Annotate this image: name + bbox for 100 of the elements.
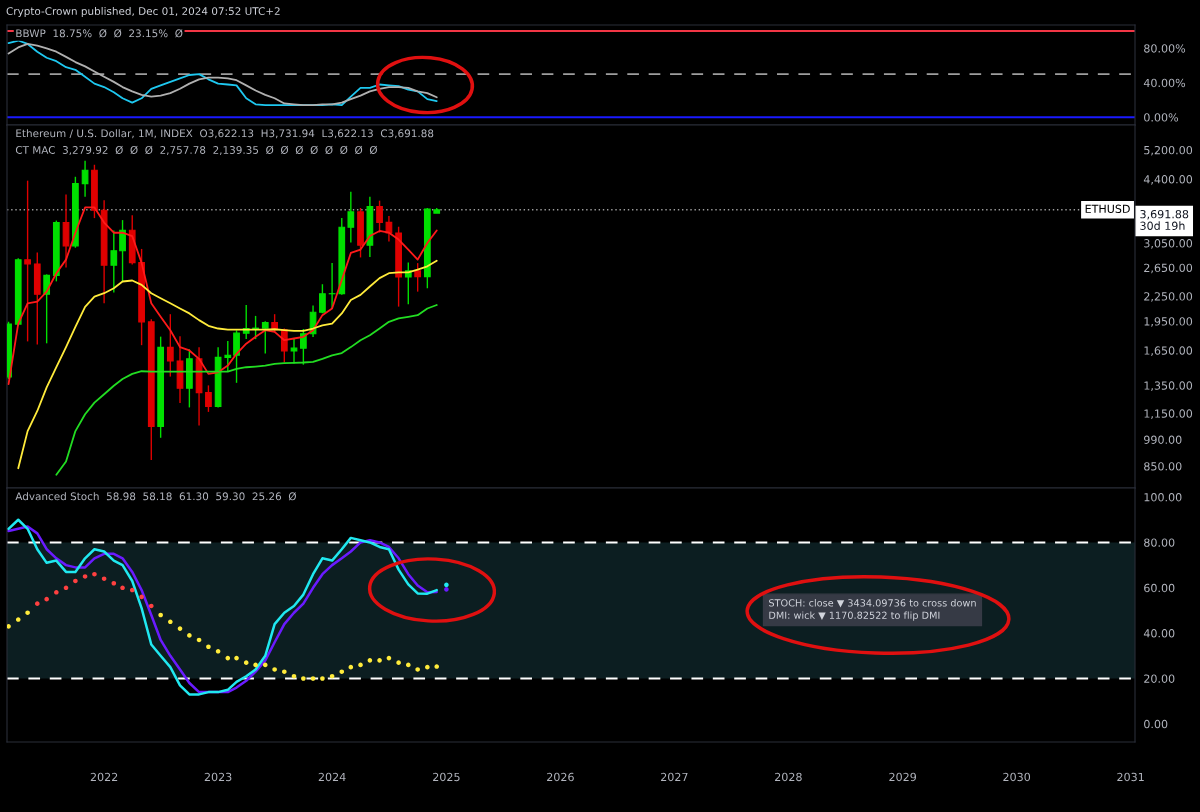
y-tick-label: 80.00%: [1144, 44, 1186, 53]
y-tick-label: 850.00: [1144, 462, 1182, 471]
point: [92, 571, 97, 577]
point: [168, 619, 173, 625]
point: [120, 585, 125, 591]
point: [187, 633, 192, 638]
point: [301, 676, 306, 681]
candlestick: [205, 384, 212, 413]
line-series: [55, 304, 438, 476]
point: [367, 658, 373, 663]
y-tick-label: 0.00: [1144, 719, 1168, 729]
y-tick-label: 20.00: [1144, 674, 1175, 683]
point: [15, 617, 21, 622]
annotation: STOCH: close ▼ 3434.09736 to cross down DMI: wick ▼ 1170.82522 to flip DMI: [769, 599, 976, 621]
point: [434, 664, 440, 669]
point: [358, 662, 363, 668]
x-tick-label: 2023: [204, 772, 232, 782]
candlestick: [261, 320, 269, 355]
y-tick-label: 40.00%: [1143, 78, 1186, 88]
point: [320, 676, 325, 681]
chart-title: BBWP 18.75% Ø Ø 23.15% Ø: [16, 29, 183, 38]
candlestick: [24, 179, 31, 343]
y-tick-label: 80.00: [1144, 538, 1175, 547]
candlestick: [328, 262, 336, 309]
point: [158, 612, 163, 618]
x-tick-label: 2026: [547, 772, 574, 782]
candlestick: [166, 313, 174, 378]
x-tick-label: 2022: [90, 772, 118, 782]
chart-title: Ethereum / U.S. Dollar, 1M, INDEX O3,622.13 H3,731.94 L3,622.13 C3,691.88: [16, 129, 434, 139]
ref-line-label: ETHUSD: [1085, 204, 1130, 213]
text: Crypto-Crown published, Dec 01, 2024 07:52 UTC+2: [6, 6, 280, 18]
candlestick: [347, 191, 355, 244]
text: 30d 19h: [1140, 221, 1185, 230]
x-tick-label: 2028: [775, 772, 802, 782]
point: [196, 637, 202, 643]
point: [177, 626, 183, 631]
candlestick: [224, 340, 232, 373]
point: [310, 676, 316, 681]
y-tick-label: 4,400.00: [1143, 175, 1193, 185]
candlestick: [252, 315, 259, 340]
y-tick-label: 1,350.00: [1144, 381, 1193, 391]
x-tick-label: 2024: [318, 772, 346, 782]
candlestick: [62, 193, 70, 269]
point: [339, 669, 345, 674]
point: [34, 601, 40, 606]
text: 3,691.88: [1140, 209, 1189, 220]
y-tick-label: 1,150.00: [1144, 409, 1193, 419]
text: CT MAC 3,279.92 Ø Ø Ø 2,757.78 2,139.35 Ø Ø Ø Ø Ø Ø Ø Ø: [15, 145, 378, 155]
chart-title: Advanced Stoch 58.98 58.18 61.30 59.30 25.26 Ø: [15, 492, 297, 501]
line-series: [17, 259, 438, 470]
y-tick-label: 0.00%: [1144, 113, 1179, 122]
y-tick-label: 990.00: [1144, 435, 1182, 444]
point: [7, 624, 11, 629]
point: [282, 669, 287, 674]
y-tick-label: 100.00: [1144, 493, 1182, 502]
candlestick: [242, 304, 250, 340]
point: [82, 574, 88, 579]
point: [405, 662, 411, 668]
y-tick-label: 2,650.00: [1144, 263, 1193, 274]
candlestick: [233, 329, 240, 384]
point: [386, 655, 392, 661]
point: [73, 578, 78, 584]
point: [139, 594, 144, 600]
point: [425, 664, 430, 670]
point: [44, 596, 49, 602]
point: [215, 648, 221, 654]
point: [234, 655, 239, 661]
y-tick-label: 60.00: [1144, 583, 1175, 593]
candlestick: [385, 215, 393, 243]
x-tick-label: 2025: [433, 772, 460, 782]
candlestick: [119, 219, 126, 283]
point: [396, 660, 401, 665]
line-series: [7, 206, 438, 386]
y-tick-label: 40.00: [1143, 629, 1175, 638]
point: [206, 644, 211, 650]
candlestick: [81, 159, 89, 198]
point: [272, 667, 277, 672]
point: [377, 658, 382, 663]
point: [253, 662, 258, 668]
point: [444, 587, 449, 592]
x-tick-label: 2031: [1117, 772, 1144, 782]
point: [444, 582, 449, 588]
point: [415, 667, 420, 672]
x-tick-label: 2029: [889, 772, 917, 782]
candlestick: [299, 328, 307, 366]
candlestick: [376, 199, 383, 234]
y-tick-label: 5,200.00: [1144, 145, 1193, 156]
x-tick-label: 2027: [661, 772, 688, 782]
point: [243, 660, 249, 665]
x-tick-label: 2030: [1003, 772, 1031, 782]
candlestick: [319, 283, 326, 315]
candlestick: [110, 229, 118, 294]
y-tick-label: 1,950.00: [1144, 317, 1193, 327]
y-tick-label: 2,250.00: [1144, 292, 1193, 302]
point: [25, 610, 30, 616]
point: [54, 590, 59, 595]
candlestick: [414, 262, 422, 293]
y-tick-label: 3,050.00: [1144, 239, 1193, 249]
y-tick-label: 1,650.00: [1144, 346, 1193, 356]
candlestick: [290, 338, 298, 365]
